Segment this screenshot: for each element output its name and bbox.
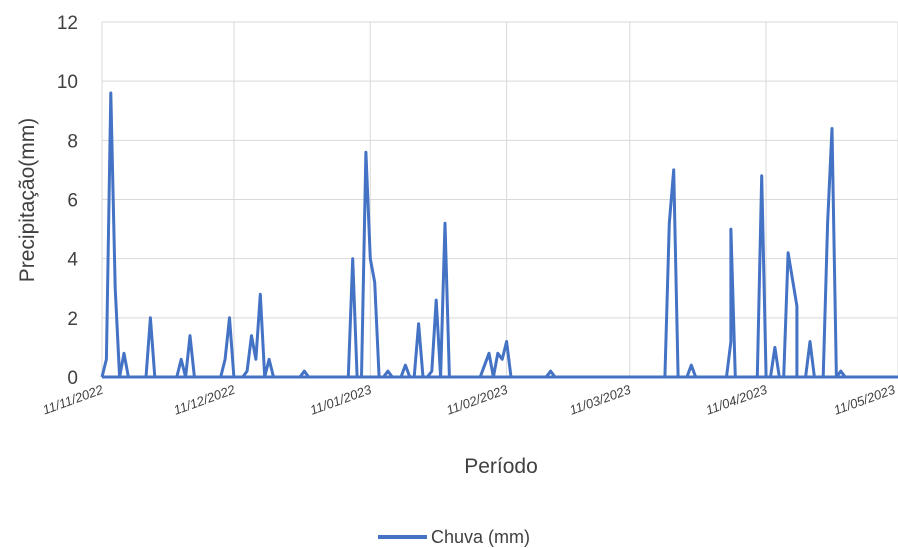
legend: Chuva (mm) xyxy=(378,527,530,547)
x-tick-labels: 11/11/2022 11/12/2022 11/01/2023 11/02/2023… xyxy=(41,381,898,417)
x-tick-label: 11/12/2022 xyxy=(172,381,238,417)
legend-label: Chuva (mm) xyxy=(431,527,530,547)
y-tick-label: 4 xyxy=(67,250,78,271)
y-tick-label: 8 xyxy=(67,131,78,152)
series-line-0 xyxy=(100,91,847,379)
gridlines xyxy=(101,21,898,378)
y-tick-labels: 0 2 4 6 8 10 12 xyxy=(57,13,79,389)
y-tick-label: 0 xyxy=(67,368,78,389)
y-tick-label: 10 xyxy=(57,72,78,93)
x-tick-label: 11/01/2023 xyxy=(308,381,374,417)
x-axis-title: Período xyxy=(464,455,538,478)
y-axis-title: Precipitação(mm) xyxy=(16,118,39,283)
x-tick-label: 11/02/2023 xyxy=(444,381,510,417)
y-tick-label: 2 xyxy=(67,309,78,330)
x-tick-label: 11/04/2023 xyxy=(704,381,770,417)
y-tick-label: 12 xyxy=(57,13,78,34)
y-tick-label: 6 xyxy=(67,191,78,212)
x-tick-label: 11/05/2023 xyxy=(832,381,898,417)
series-layer xyxy=(100,91,898,379)
x-tick-label: 11/03/2023 xyxy=(567,381,633,417)
